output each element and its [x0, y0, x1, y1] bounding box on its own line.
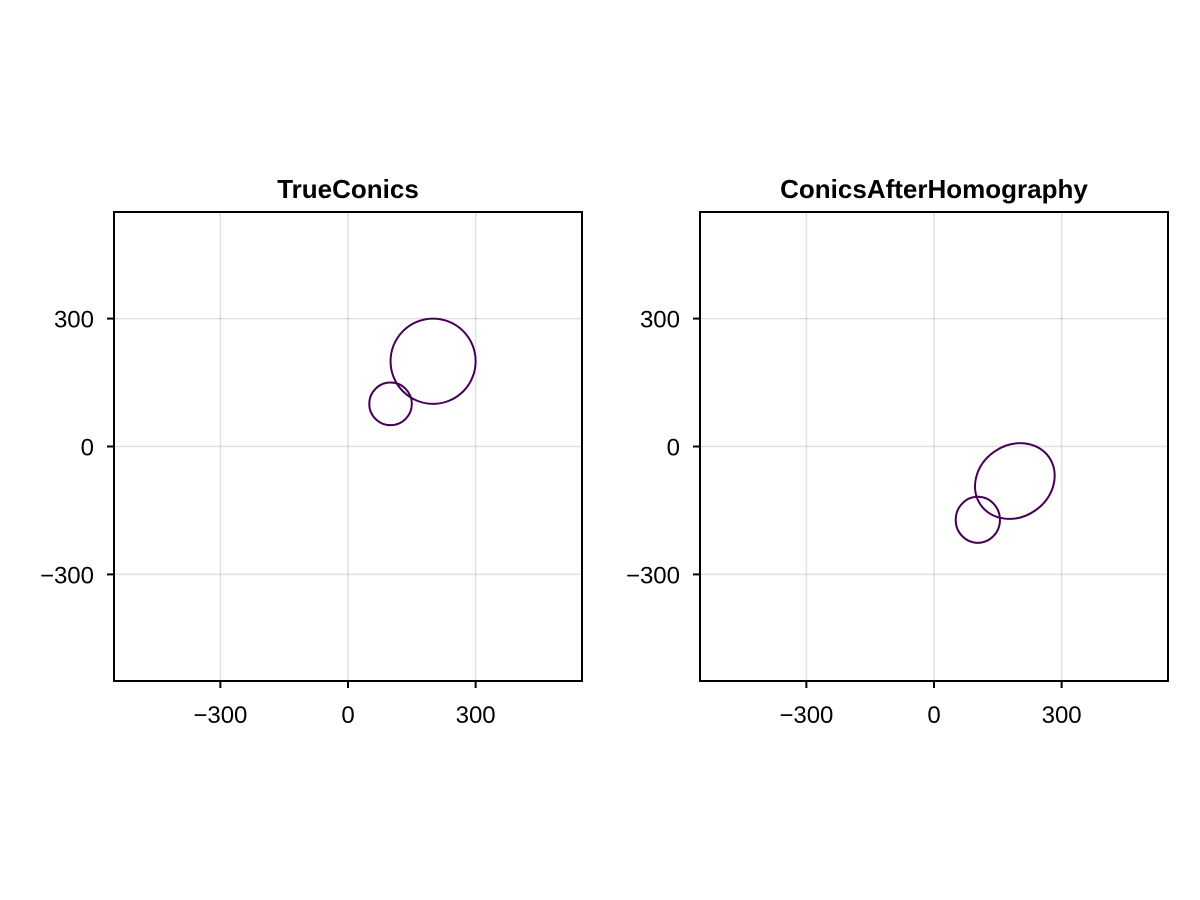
conic-curve — [954, 495, 1001, 544]
axis-ticks — [107, 317, 477, 688]
grid-lines — [700, 212, 1168, 681]
y-axis-tick-labels: −300 0 300 — [40, 307, 94, 590]
conic-curve — [973, 442, 1056, 520]
panel-title: TrueConics — [277, 174, 419, 204]
x-tick-label: −300 — [779, 702, 833, 729]
axis-ticks — [693, 317, 1063, 688]
grid-lines — [114, 212, 582, 681]
y-tick-label: 300 — [54, 307, 94, 334]
panel-title: ConicsAfterHomography — [780, 174, 1088, 204]
y-axis-tick-labels: −300 0 300 — [626, 307, 680, 590]
y-tick-label: 0 — [81, 435, 94, 462]
conic-curve — [389, 317, 477, 405]
x-axis-tick-labels: −300 0 300 — [193, 702, 495, 729]
conic-curves — [954, 442, 1056, 544]
x-axis-tick-labels: −300 0 300 — [779, 702, 1081, 729]
y-tick-label: −300 — [40, 562, 94, 589]
conic-curve — [368, 381, 413, 427]
y-tick-label: 300 — [640, 307, 680, 334]
y-tick-label: −300 — [626, 562, 680, 589]
panel-conics-after-homography: ConicsAfterHomography −300 0 300 −300 0 … — [626, 174, 1169, 729]
x-tick-label: 300 — [1042, 702, 1082, 729]
x-tick-label: 300 — [456, 702, 496, 729]
x-tick-label: −300 — [193, 702, 247, 729]
x-tick-label: 0 — [927, 702, 940, 729]
x-tick-label: 0 — [341, 702, 354, 729]
panel-true-conics: TrueConics −300 0 300 −300 0 300 — [40, 174, 583, 729]
y-tick-label: 0 — [667, 435, 680, 462]
conic-curves — [368, 317, 477, 427]
